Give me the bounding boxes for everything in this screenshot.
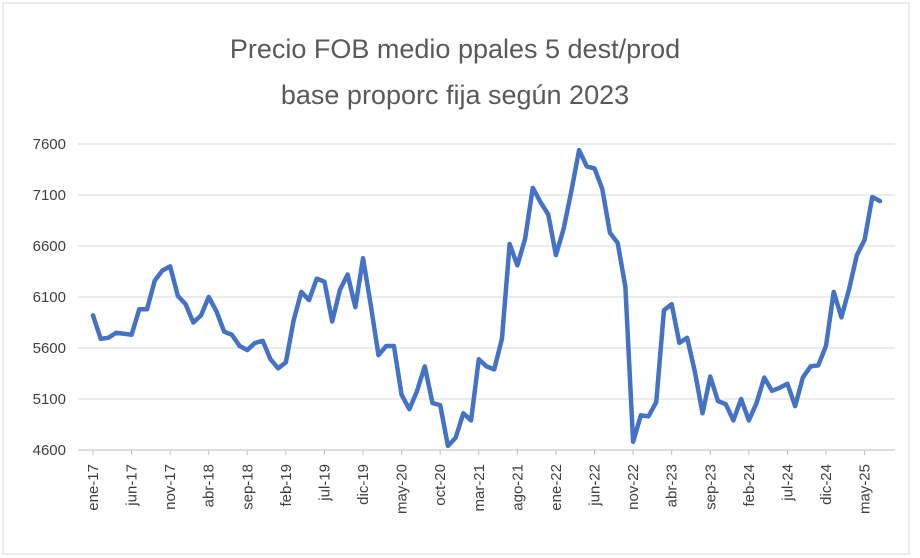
- chart-title-line-1: Precio FOB medio ppales 5 dest/prod: [230, 34, 680, 64]
- x-tick-label: nov-17: [162, 464, 179, 510]
- x-tick-label: feb-19: [278, 464, 295, 507]
- y-tick-label: 6600: [33, 238, 66, 255]
- x-tick-label: dic-24: [818, 464, 835, 505]
- y-tick-label: 5600: [33, 340, 66, 357]
- x-tick-label: jul-19: [316, 464, 333, 502]
- y-tick-label: 7100: [33, 187, 66, 204]
- x-tick-label: jul-24: [779, 464, 796, 502]
- y-axis-ticks: 7600 7100 6600 6100 5600 5100 4600: [33, 136, 66, 459]
- x-tick-label: ene-22: [548, 464, 565, 511]
- x-tick-label: may-20: [394, 464, 411, 514]
- x-tick-label: mar-21: [471, 464, 488, 512]
- y-tick-label: 7600: [33, 136, 66, 153]
- series-line: [90, 147, 883, 449]
- x-tick-label: abr-18: [201, 464, 218, 507]
- x-tick-label: oct-20: [432, 464, 449, 506]
- x-tick-label: jun-22: [587, 464, 604, 507]
- y-tick-label: 4600: [33, 442, 66, 459]
- x-tick-label: ene-17: [85, 464, 102, 511]
- x-tick-label: may-25: [857, 464, 874, 514]
- x-tick-label: sep-23: [702, 464, 719, 510]
- series-layer: [90, 147, 883, 449]
- x-tick-label: dic-19: [355, 464, 372, 505]
- y-tick-label: 5100: [33, 391, 66, 408]
- chart-title-line-2: base proporc fija según 2023: [281, 80, 629, 110]
- x-axis-ticks: ene-17 jun-17 nov-17 abr-18 sep-18 feb-19 jul-…: [85, 450, 874, 514]
- x-tick-label: nov-22: [625, 464, 642, 510]
- x-tick-label: feb-24: [741, 464, 758, 507]
- x-tick-label: abr-23: [664, 464, 681, 507]
- x-tick-label: jun-17: [124, 464, 141, 507]
- x-tick-label: sep-18: [239, 464, 256, 510]
- y-tick-label: 6100: [33, 289, 66, 306]
- x-tick-label: ago-21: [509, 464, 526, 511]
